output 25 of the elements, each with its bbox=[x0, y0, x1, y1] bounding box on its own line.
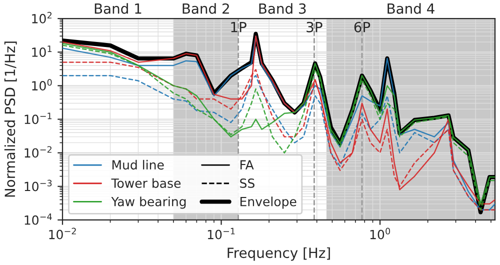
y-tick-label: 10$^{−1}$ bbox=[24, 112, 52, 124]
y-tick-label: 10$^{0}$ bbox=[32, 79, 52, 91]
y-tick-label: 10$^{−2}$ bbox=[24, 146, 52, 158]
band-label: Band 4 bbox=[388, 3, 434, 14]
y-tick-label: 10$^{1}$ bbox=[32, 46, 52, 57]
annotation: SS bbox=[240, 178, 254, 188]
legend-label: Yaw bearing bbox=[111, 196, 186, 209]
ref-line-label: 3P bbox=[306, 22, 322, 32]
ref-line-label: 6P bbox=[354, 22, 370, 32]
x-tick-label: 10$^{−2}$ bbox=[49, 228, 76, 240]
y-tick-label: 10$^{2}$ bbox=[32, 12, 52, 24]
x-tick-label: 10$^{0}$ bbox=[370, 228, 390, 240]
x-tick-label: 10$^{−1}$ bbox=[208, 228, 235, 240]
legend-label: Tower base bbox=[111, 178, 181, 188]
y-tick-label: 10$^{−3}$ bbox=[24, 180, 52, 192]
legend-label: Mud line bbox=[112, 160, 164, 170]
band-label: Band 2 bbox=[182, 3, 229, 14]
annotation: FA bbox=[240, 160, 254, 170]
legend-label: Envelope bbox=[240, 196, 296, 209]
x-axis-title: Frequency [Hz] bbox=[228, 247, 330, 261]
y-axis-title: Normalized PSD [1/Hz] bbox=[4, 42, 17, 197]
y-tick-label: 10$^{−4}$ bbox=[24, 213, 52, 225]
text: Band 1 bbox=[94, 3, 142, 14]
ref-line-label: 1P bbox=[231, 22, 246, 32]
band-label: Band 3 bbox=[259, 3, 306, 14]
